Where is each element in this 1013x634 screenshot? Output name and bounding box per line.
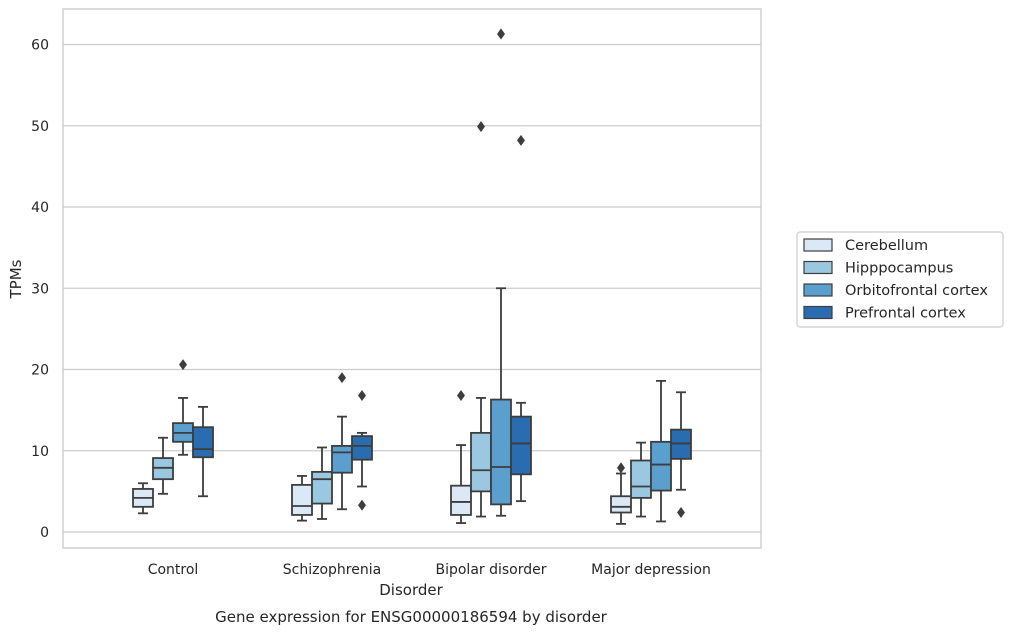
box-orbitofrontal-cortex <box>172 359 194 456</box>
grid <box>63 43 761 533</box>
y-tick-label: 0 <box>40 525 49 541</box>
box-prefrontal-cortex <box>192 405 214 498</box>
outlier-point <box>179 359 187 371</box>
y-axis-title: TPMs <box>7 259 25 299</box>
box-hipppocampus <box>630 441 652 518</box>
box-body <box>311 470 333 505</box>
box-body <box>630 459 652 499</box>
box-prefrontal-cortex <box>670 391 692 519</box>
box-orbitofrontal-cortex <box>490 28 512 517</box>
box-body <box>610 495 632 514</box>
box-prefrontal-cortex <box>510 134 532 503</box>
x-axis-ticks: Control Schizophrenia Bipolar disorder Majo… <box>148 562 711 578</box>
legend-label: Orbitofrontal cortex <box>845 283 988 299</box>
outlier-point <box>617 462 625 474</box>
y-tick-label: 30 <box>31 281 49 297</box>
legend-swatch <box>803 260 833 275</box>
legend-swatch <box>803 305 833 320</box>
y-tick-label: 20 <box>31 363 49 379</box>
legend-swatch <box>803 238 833 252</box>
box-orbitofrontal-cortex <box>331 372 353 511</box>
box-body <box>470 431 492 493</box>
box-cerebellum <box>450 389 472 524</box>
legend-box <box>796 231 1004 328</box>
y-tick-label: 40 <box>31 200 49 216</box>
outlier-point <box>457 389 465 402</box>
box-body <box>650 440 672 492</box>
box-body <box>450 484 472 516</box>
box-cerebellum <box>132 482 154 515</box>
x-axis-title: Disorder <box>379 581 443 599</box>
legend-label: Prefrontal cortex <box>845 306 966 322</box>
x-tick-label: Bipolar disorder <box>435 562 546 578</box>
box-body <box>192 426 214 459</box>
box-body <box>351 435 373 461</box>
legend-label: Cerebellum <box>845 238 928 254</box>
box-hipppocampus <box>152 436 174 495</box>
x-tick-label: Control <box>148 562 199 578</box>
y-axis-ticks: 0 10 20 30 40 50 60 <box>31 38 49 542</box>
outlier-point <box>497 28 505 40</box>
box-cerebellum <box>291 475 313 522</box>
box-body <box>291 483 313 516</box>
plot-area-border <box>62 8 762 549</box>
legend: Cerebellum Hipppocampus Orbitofrontal cort… <box>796 231 1004 328</box>
x-tick-label: Major depression <box>591 562 711 578</box>
y-tick-label: 10 <box>31 444 49 460</box>
box-hipppocampus <box>470 121 492 518</box>
x-tick-label: Schizophrenia <box>283 562 381 578</box>
outlier-point <box>358 499 366 511</box>
outlier-point <box>517 134 525 146</box>
legend-label: Hipppocampus <box>845 261 953 277</box>
outlier-point <box>338 372 346 384</box>
y-tick-label: 60 <box>31 38 49 54</box>
outlier-point <box>677 506 685 519</box>
plot-frame <box>62 8 762 549</box>
outlier-point <box>477 121 485 133</box>
legend-swatch <box>803 283 833 297</box>
box-body <box>490 398 512 506</box>
box-body <box>510 415 532 476</box>
outlier-point <box>358 389 366 402</box>
box-orbitofrontal-cortex <box>650 379 672 523</box>
box-cerebellum <box>610 462 632 525</box>
box-hipppocampus <box>311 446 333 520</box>
chart-caption: Gene expression for ENSG00000186594 by d… <box>215 608 608 626</box>
box-body <box>331 444 353 474</box>
box-groups <box>132 28 692 525</box>
y-tick-label: 50 <box>31 119 49 135</box>
box-prefrontal-cortex <box>351 389 373 511</box>
